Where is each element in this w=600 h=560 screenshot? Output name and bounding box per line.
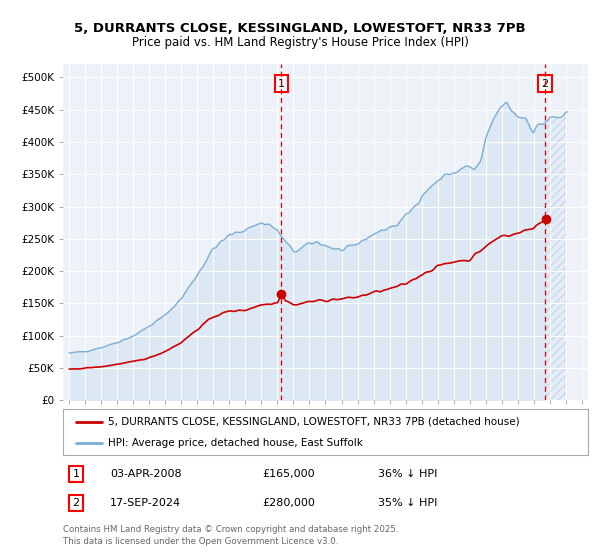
Text: 2: 2 bbox=[542, 79, 548, 89]
Text: 1: 1 bbox=[73, 469, 80, 479]
Text: 1: 1 bbox=[278, 79, 285, 89]
Text: 5, DURRANTS CLOSE, KESSINGLAND, LOWESTOFT, NR33 7PB (detached house): 5, DURRANTS CLOSE, KESSINGLAND, LOWESTOF… bbox=[107, 417, 519, 427]
Text: Contains HM Land Registry data © Crown copyright and database right 2025.
This d: Contains HM Land Registry data © Crown c… bbox=[63, 525, 398, 546]
Text: 17-SEP-2024: 17-SEP-2024 bbox=[110, 498, 181, 508]
Text: £165,000: £165,000 bbox=[263, 469, 315, 479]
Text: 36% ↓ HPI: 36% ↓ HPI bbox=[378, 469, 437, 479]
Text: £280,000: £280,000 bbox=[263, 498, 316, 508]
Text: 5, DURRANTS CLOSE, KESSINGLAND, LOWESTOFT, NR33 7PB: 5, DURRANTS CLOSE, KESSINGLAND, LOWESTOF… bbox=[74, 22, 526, 35]
Text: 2: 2 bbox=[73, 498, 80, 508]
Text: 03-APR-2008: 03-APR-2008 bbox=[110, 469, 182, 479]
Text: HPI: Average price, detached house, East Suffolk: HPI: Average price, detached house, East… bbox=[107, 438, 362, 448]
Text: 35% ↓ HPI: 35% ↓ HPI bbox=[378, 498, 437, 508]
Text: Price paid vs. HM Land Registry's House Price Index (HPI): Price paid vs. HM Land Registry's House … bbox=[131, 36, 469, 49]
